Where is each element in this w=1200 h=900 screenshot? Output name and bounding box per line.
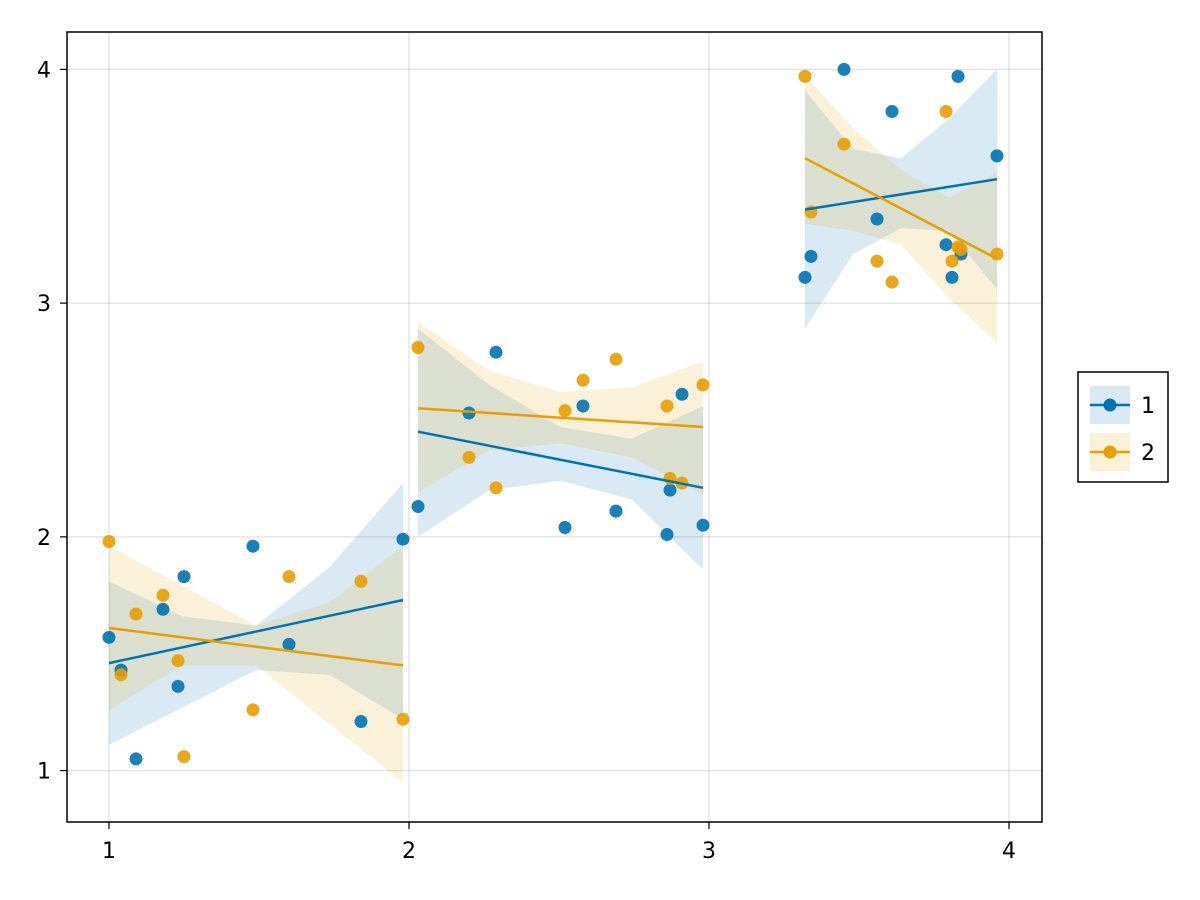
data-point-series-1 <box>663 483 677 497</box>
confidence-band-series-1 <box>805 69 997 329</box>
data-point-series-2 <box>246 703 260 717</box>
data-point-series-1 <box>129 752 143 766</box>
legend-swatch-marker <box>1103 398 1117 412</box>
data-point-series-2 <box>489 481 503 495</box>
data-point-series-2 <box>354 574 368 588</box>
data-point-series-2 <box>954 242 968 256</box>
data-point-series-2 <box>411 341 425 354</box>
data-point-series-2 <box>798 69 812 83</box>
x-tick-label: 2 <box>402 839 416 864</box>
data-point-series-1 <box>804 249 818 263</box>
y-tick-label: 1 <box>37 760 51 785</box>
legend-box <box>1077 371 1169 483</box>
plot-frame <box>66 31 1043 823</box>
confidence-band-series-1 <box>109 483 403 745</box>
data-point-series-2 <box>114 668 128 682</box>
data-point-series-2 <box>945 254 959 268</box>
scatter-points <box>102 62 1004 766</box>
data-point-series-2 <box>885 275 899 289</box>
data-point-series-1 <box>675 387 689 401</box>
confidence-band-series-2 <box>109 546 403 783</box>
data-point-series-2 <box>870 254 884 268</box>
data-point-series-1 <box>576 399 590 413</box>
data-point-series-2 <box>102 535 116 548</box>
y-tick-label: 3 <box>37 292 51 317</box>
data-point-series-2 <box>837 137 851 151</box>
data-point-series-2 <box>177 750 191 764</box>
data-point-series-1 <box>396 532 410 546</box>
data-point-series-1 <box>798 270 812 284</box>
data-point-series-1 <box>156 602 170 616</box>
x-tick-label: 3 <box>702 839 716 864</box>
fit-line-series-2 <box>804 157 998 260</box>
data-point-series-2 <box>282 570 296 584</box>
axis-ticks: 1 2 3 4 1 2 3 4 <box>37 58 1016 864</box>
legend-label: 2 <box>1141 441 1155 466</box>
data-point-series-2 <box>609 352 623 366</box>
fit-line-series-1 <box>108 598 404 665</box>
data-point-series-2 <box>129 607 143 621</box>
data-point-series-1 <box>558 521 572 534</box>
data-point-series-1 <box>951 69 965 83</box>
data-point-series-1 <box>282 637 296 651</box>
data-point-series-2 <box>171 654 185 668</box>
data-point-series-2 <box>576 373 590 387</box>
data-point-series-1 <box>102 630 116 644</box>
data-point-series-1 <box>990 149 1004 163</box>
confidence-band-series-1 <box>418 328 703 570</box>
fit-line-series-1 <box>417 430 704 490</box>
fit-line-series-2 <box>108 626 404 667</box>
data-point-series-2 <box>156 588 170 602</box>
data-point-series-1 <box>870 212 884 226</box>
data-point-series-1 <box>411 500 425 513</box>
data-point-series-2 <box>558 404 572 418</box>
x-tick-label: 1 <box>102 839 116 864</box>
data-point-series-1 <box>171 679 185 693</box>
legend-label: 1 <box>1141 394 1155 419</box>
data-point-series-1 <box>660 528 674 541</box>
y-tick-label: 2 <box>37 526 51 551</box>
y-tick-label: 4 <box>37 58 51 83</box>
data-point-series-1 <box>885 105 899 118</box>
data-point-series-1 <box>246 539 260 553</box>
data-point-series-2 <box>462 450 476 464</box>
data-point-series-1 <box>837 62 851 76</box>
x-tick-label: 4 <box>1002 839 1016 864</box>
data-point-series-1 <box>489 345 503 359</box>
data-point-series-2 <box>396 712 410 726</box>
data-point-series-2 <box>660 399 674 413</box>
fit-line-series-2 <box>417 407 704 429</box>
data-point-series-1 <box>696 518 710 532</box>
data-point-series-2 <box>696 378 710 392</box>
data-point-series-1 <box>939 238 953 252</box>
data-point-series-2 <box>939 105 953 118</box>
fit-lines <box>108 157 998 667</box>
grid <box>67 32 1042 822</box>
fit-line-series-1 <box>804 177 998 211</box>
legend: 12 <box>1077 371 1169 483</box>
data-point-series-1 <box>177 570 191 584</box>
data-point-series-1 <box>462 406 476 420</box>
data-point-series-1 <box>354 715 368 728</box>
data-point-series-1 <box>609 504 623 518</box>
data-point-series-1 <box>945 270 959 284</box>
legend-swatch-marker <box>1103 445 1117 459</box>
